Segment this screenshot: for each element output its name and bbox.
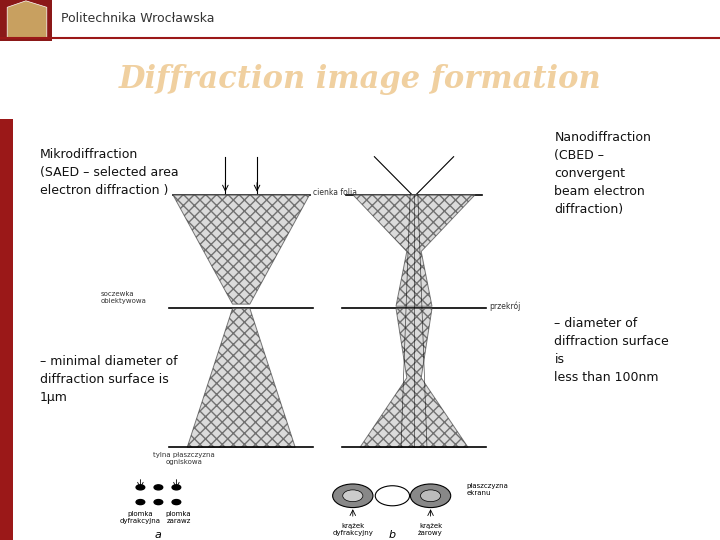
Bar (0, 89, 27, 119)
Circle shape (136, 485, 145, 490)
Circle shape (420, 490, 441, 502)
Text: krążek
dyfrakcyjny: krążek dyfrakcyjny (333, 523, 373, 536)
Circle shape (375, 486, 410, 506)
Text: krążek
żarowy: krążek żarowy (418, 523, 443, 536)
Polygon shape (187, 308, 295, 447)
Circle shape (172, 485, 181, 490)
Text: Nanodiffraction
(CBED –
convergent
beam electron
diffraction): Nanodiffraction (CBED – convergent beam … (554, 131, 652, 217)
Text: plomka
zarawz: plomka zarawz (166, 510, 192, 523)
Text: przekrój: przekrój (490, 301, 521, 311)
Circle shape (172, 500, 181, 504)
Text: – minimal diameter of
diffraction surface is
1μm: – minimal diameter of diffraction surfac… (40, 355, 177, 404)
Circle shape (154, 500, 163, 504)
Text: – diameter of
diffraction surface
is
less than 100nm: – diameter of diffraction surface is les… (554, 317, 669, 384)
Circle shape (343, 490, 363, 502)
Polygon shape (173, 194, 310, 304)
Text: Mikrodiffraction
(SAED – selected area
electron diffraction ): Mikrodiffraction (SAED – selected area e… (40, 148, 179, 197)
Text: soczewka
obiektywowa: soczewka obiektywowa (101, 291, 147, 304)
Polygon shape (7, 1, 47, 38)
Bar (0, 119, 13, 540)
Circle shape (136, 500, 145, 504)
Polygon shape (353, 194, 475, 306)
Text: b: b (389, 530, 396, 540)
Circle shape (333, 484, 373, 508)
Circle shape (154, 485, 163, 490)
Text: płaszczyzna
ekranu: płaszczyzna ekranu (467, 483, 508, 496)
Circle shape (410, 484, 451, 508)
Polygon shape (360, 308, 468, 447)
Text: tylna płaszczyzna
ogniskowa: tylna płaszczyzna ogniskowa (153, 451, 215, 464)
Text: Diffraction image formation: Diffraction image formation (119, 64, 601, 95)
Text: cienka folia: cienka folia (313, 188, 357, 197)
Text: plomka
dyfrakcyjna: plomka dyfrakcyjna (120, 510, 161, 523)
Text: Politechnika Wrocławska: Politechnika Wrocławska (61, 12, 215, 25)
Bar (0, 0, 52, 40)
Text: a: a (155, 530, 162, 540)
